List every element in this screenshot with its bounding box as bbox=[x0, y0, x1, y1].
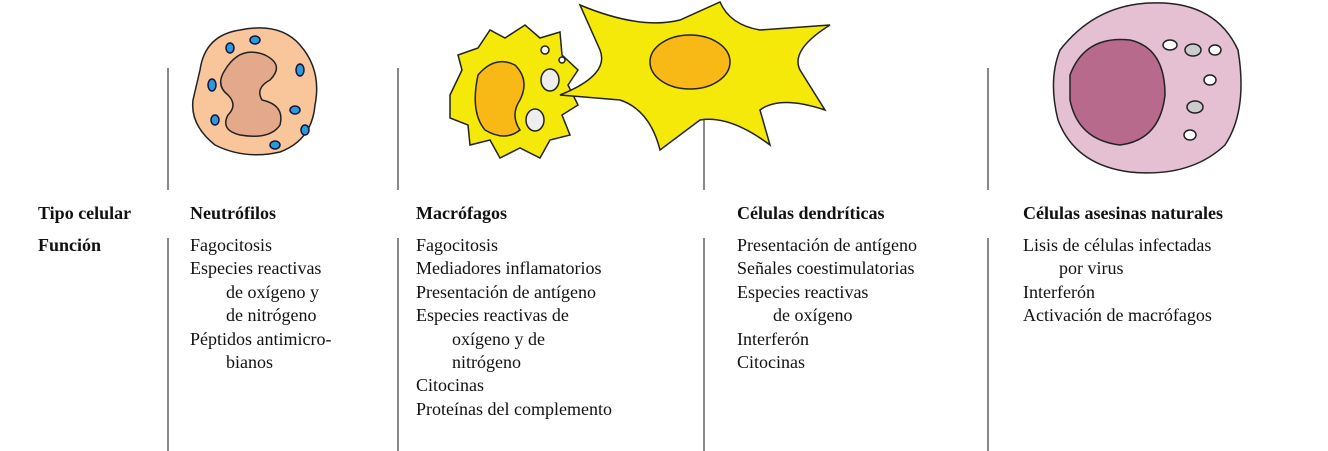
macrophage bbox=[449, 24, 579, 159]
function-line: de oxígeno y bbox=[226, 281, 319, 302]
function-line: Proteínas del complemento bbox=[416, 398, 612, 419]
column-header: Células asesinas naturales bbox=[1023, 203, 1224, 223]
column-header: Células dendríticas bbox=[737, 203, 885, 223]
function-line: de nitrógeno bbox=[226, 305, 317, 326]
function-line: por virus bbox=[1059, 258, 1124, 279]
nk-cell bbox=[1052, 2, 1242, 174]
column-header: Macrófagos bbox=[416, 203, 507, 223]
function-line: Citocinas bbox=[737, 352, 805, 372]
neutrophil bbox=[191, 27, 318, 156]
function-line: Péptidos antimicro- bbox=[190, 328, 332, 349]
function-line: bianos bbox=[226, 352, 273, 372]
row-label: Función bbox=[38, 235, 102, 255]
function-line: de oxígeno bbox=[773, 305, 853, 326]
function-line: Especies reactivas de bbox=[416, 305, 569, 326]
column-header: Neutrófilos bbox=[190, 203, 276, 223]
function-line: nitrógeno bbox=[452, 352, 521, 372]
function-line: Activación de macrófagos bbox=[1023, 305, 1212, 326]
function-line: Lisis de células infectadas bbox=[1023, 235, 1212, 255]
function-line: Fagocitosis bbox=[416, 235, 499, 255]
function-line: oxígeno y de bbox=[452, 328, 545, 349]
function-line: Especies reactivas bbox=[737, 281, 869, 302]
function-line: Especies reactivas bbox=[190, 258, 322, 279]
function-line: Interferón bbox=[737, 328, 809, 349]
function-line: Señales coestimulatorias bbox=[737, 258, 915, 279]
function-line: Presentación de antígeno bbox=[737, 235, 917, 255]
function-line: Fagocitosis bbox=[190, 235, 273, 255]
row-label: Tipo celular bbox=[38, 203, 132, 223]
function-line: Citocinas bbox=[416, 375, 484, 396]
function-line: Interferón bbox=[1023, 281, 1095, 302]
dendritic-cell bbox=[559, 1, 831, 152]
function-line: Mediadores inflamatorios bbox=[416, 258, 602, 279]
function-line: Presentación de antígeno bbox=[416, 281, 596, 302]
